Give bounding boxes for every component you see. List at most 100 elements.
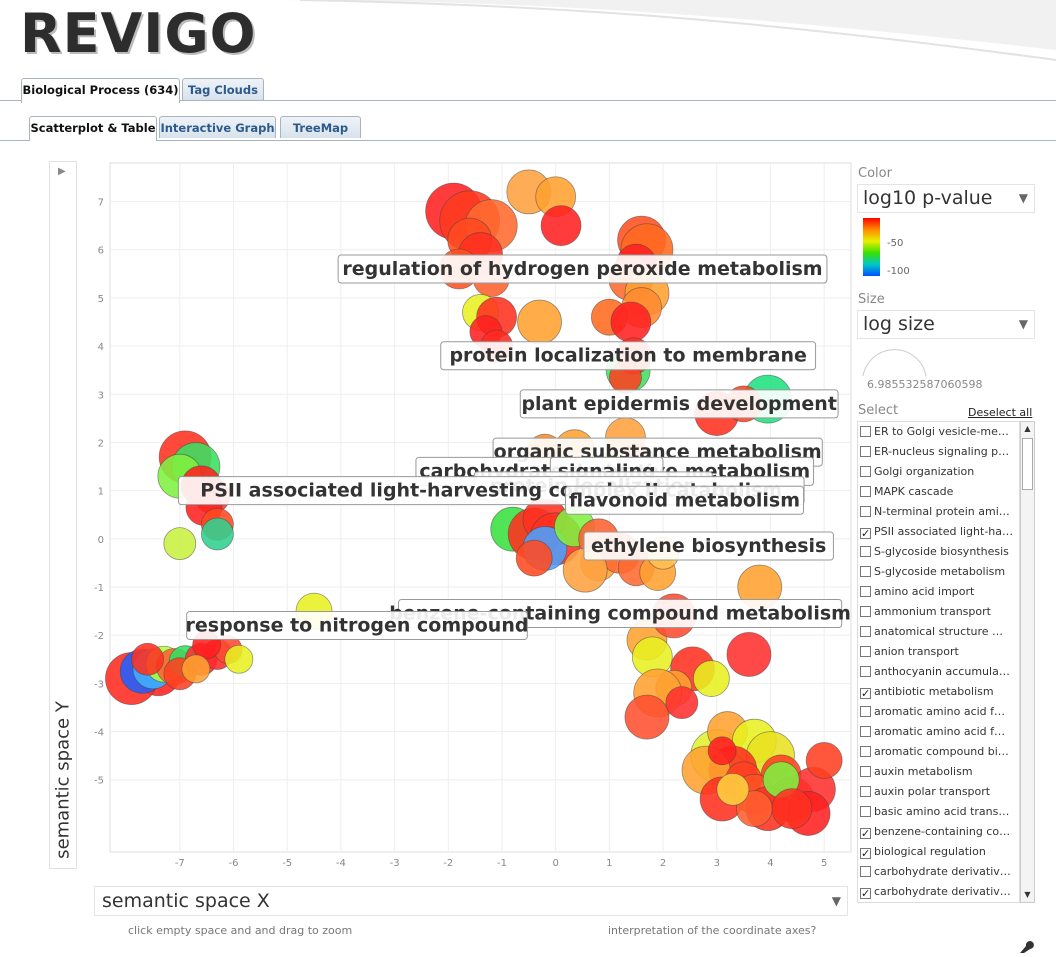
select-list-item[interactable]: MAPK cascade xyxy=(858,482,1019,502)
checkbox[interactable] xyxy=(860,646,871,657)
checkbox[interactable] xyxy=(860,466,871,477)
select-list-item[interactable]: basic amino acid trans… xyxy=(858,802,1019,822)
term-label[interactable]: flavonoid metabolism xyxy=(565,485,805,515)
checkbox[interactable] xyxy=(860,446,871,457)
data-point[interactable] xyxy=(610,301,652,343)
select-list-item-label: auxin metabolism xyxy=(874,765,973,778)
checkbox[interactable] xyxy=(860,706,871,717)
select-list-item[interactable]: S-glycoside biosynthesis xyxy=(858,542,1019,562)
data-point[interactable] xyxy=(224,644,254,674)
select-list-item[interactable]: ammonium transport xyxy=(858,602,1019,622)
data-point[interactable] xyxy=(163,527,197,561)
term-label[interactable]: response to nitrogen compound xyxy=(186,611,529,641)
checkbox[interactable] xyxy=(860,506,871,517)
checkbox[interactable] xyxy=(860,586,871,597)
data-point[interactable] xyxy=(181,654,211,684)
select-label: Select xyxy=(858,403,899,418)
checkbox-checked[interactable]: ✓ xyxy=(860,827,871,840)
y-tick-label: -3 xyxy=(94,679,104,690)
x-axis-select[interactable]: semantic space X ▼ xyxy=(94,886,848,916)
select-list-item-label: aromatic compound bi… xyxy=(874,745,1009,758)
data-point[interactable] xyxy=(624,694,670,740)
data-point[interactable] xyxy=(517,299,562,345)
checkbox[interactable] xyxy=(860,606,871,617)
term-select-list[interactable]: ER to Golgi vesicle-me… ER-nucleus signal… xyxy=(857,421,1020,903)
checkbox[interactable] xyxy=(860,866,871,877)
data-point[interactable] xyxy=(540,205,582,247)
tab-scatterplot-table[interactable]: Scatterplot & Table xyxy=(29,116,157,141)
scroll-up-arrow-icon[interactable]: ▲ xyxy=(1024,424,1031,433)
select-list-item[interactable]: carbohydrate derivativ… xyxy=(858,862,1019,882)
expand-arrow-icon[interactable]: ▶ xyxy=(58,166,66,177)
select-list-item-label: carbohydrate derivativ… xyxy=(874,885,1011,898)
term-label[interactable]: regulation of hydrogen peroxide metaboli… xyxy=(337,254,828,284)
checkbox[interactable] xyxy=(860,486,871,497)
select-list-item[interactable]: aromatic compound bi… xyxy=(858,742,1019,762)
data-point[interactable] xyxy=(692,660,730,697)
term-label[interactable]: ethylene biosynthesis xyxy=(583,531,834,561)
tab-interactive-graph[interactable]: Interactive Graph xyxy=(159,116,276,138)
checkbox-checked[interactable]: ✓ xyxy=(860,847,871,860)
checkbox[interactable] xyxy=(860,546,871,557)
data-point[interactable] xyxy=(131,642,164,676)
select-list-item[interactable]: S-glycoside metabolism xyxy=(858,562,1019,582)
revigo-logo[interactable]: REVIGO xyxy=(20,2,257,65)
select-list-item[interactable]: aromatic amino acid f… xyxy=(858,722,1019,742)
term-label[interactable]: protein localization to membrane xyxy=(440,341,817,371)
select-list-item[interactable]: ✓ biological regulation xyxy=(858,842,1019,862)
x-axis-select-value: semantic space X xyxy=(102,890,270,912)
checkbox-checked[interactable]: ✓ xyxy=(860,887,871,900)
checkbox[interactable] xyxy=(860,746,871,757)
select-list-item[interactable]: ✓ carbohydrate derivativ… xyxy=(858,882,1019,902)
deselect-all-link[interactable]: Deselect all xyxy=(968,406,1033,419)
checkbox[interactable] xyxy=(860,806,871,817)
checkbox[interactable] xyxy=(860,766,871,777)
list-scrollbar[interactable]: ▲ ▼ xyxy=(1020,421,1035,903)
data-point[interactable] xyxy=(771,788,813,830)
select-list-item[interactable]: amino acid import xyxy=(858,582,1019,602)
select-list-item[interactable]: N-terminal protein ami… xyxy=(858,502,1019,522)
checkbox[interactable] xyxy=(860,726,871,737)
select-list-item[interactable]: ✓ antibiotic metabolism xyxy=(858,682,1019,702)
tab-biological-process[interactable]: Biological Process (634) xyxy=(21,78,180,103)
x-tick-label: -3 xyxy=(390,858,400,866)
axes-interpretation-link[interactable]: interpretation of the coordinate axes? xyxy=(608,924,817,937)
select-list-item[interactable]: aromatic amino acid f… xyxy=(858,702,1019,722)
scrollbar-thumb[interactable] xyxy=(1022,438,1033,490)
data-point[interactable] xyxy=(805,742,843,779)
checkbox[interactable] xyxy=(860,566,871,577)
checkbox[interactable] xyxy=(860,626,871,637)
data-point[interactable] xyxy=(200,517,234,551)
select-list-item[interactable]: auxin polar transport xyxy=(858,782,1019,802)
select-list-item-label: carbohydrate derivativ… xyxy=(874,865,1011,878)
x-tick-label: -2 xyxy=(443,858,453,866)
term-label-text: response to nitrogen compound xyxy=(186,615,529,637)
select-list-item[interactable]: anthocyanin accumula… xyxy=(858,662,1019,682)
term-label[interactable]: plant epidermis development xyxy=(519,389,839,419)
size-select[interactable]: log size ▼ xyxy=(857,310,1035,339)
select-list-item[interactable]: ER to Golgi vesicle-me… xyxy=(858,422,1019,442)
tab-treemap[interactable]: TreeMap xyxy=(280,116,361,138)
select-list-item[interactable]: auxin metabolism xyxy=(858,762,1019,782)
data-point[interactable] xyxy=(716,772,750,806)
select-list-item[interactable]: anion transport xyxy=(858,642,1019,662)
select-list-item[interactable]: ✓ PSII associated light-ha… xyxy=(858,522,1019,542)
data-point[interactable] xyxy=(665,686,699,720)
data-point[interactable] xyxy=(515,539,553,577)
select-list-item[interactable]: ER-nucleus signaling p… xyxy=(858,442,1019,462)
checkbox[interactable] xyxy=(860,426,871,437)
select-list-item[interactable]: anatomical structure … xyxy=(858,622,1019,642)
color-select[interactable]: log10 p-value ▼ xyxy=(857,184,1035,213)
scatter-plot[interactable]: -7 -6 -5 -4 -3 -2 -1 0 1 2 3 4 5 -5 -4 -3 -2 -1 0 1 2 3 4 5 6 7 re… xyxy=(78,161,853,866)
scroll-down-arrow-icon[interactable]: ▼ xyxy=(1024,890,1031,899)
data-point[interactable] xyxy=(707,736,737,766)
wrench-icon[interactable] xyxy=(1016,940,1036,953)
checkbox[interactable] xyxy=(860,666,871,677)
data-point[interactable] xyxy=(726,632,772,677)
checkbox-checked[interactable]: ✓ xyxy=(860,687,871,700)
select-list-item[interactable]: ✓ benzene-containing co… xyxy=(858,822,1019,842)
checkbox[interactable] xyxy=(860,786,871,797)
tab-tag-clouds[interactable]: Tag Clouds xyxy=(182,78,264,100)
select-list-item[interactable]: Golgi organization xyxy=(858,462,1019,482)
checkbox-checked[interactable]: ✓ xyxy=(860,527,871,540)
